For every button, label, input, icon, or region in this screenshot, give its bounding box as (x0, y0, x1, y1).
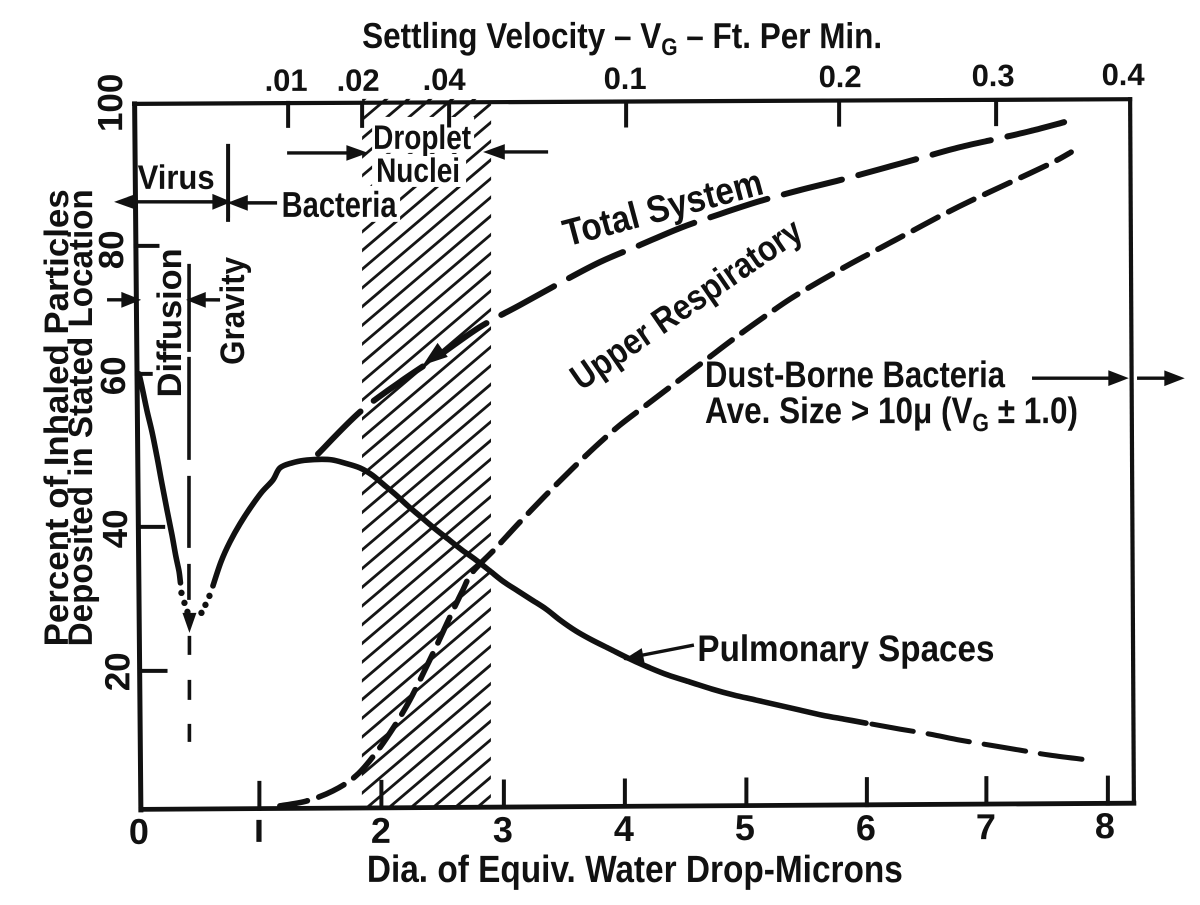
svg-text:0: 0 (129, 811, 149, 852)
svg-text:Gravity: Gravity (214, 257, 252, 365)
svg-text:0.3: 0.3 (972, 58, 1015, 93)
svg-text:Dust-Borne Bacteria: Dust-Borne Bacteria (705, 354, 1005, 395)
svg-text:4: 4 (614, 808, 634, 849)
svg-text:Pulmonary Spaces: Pulmonary Spaces (697, 628, 994, 669)
svg-text:40: 40 (96, 509, 135, 548)
svg-text:80: 80 (92, 230, 131, 269)
svg-text:Virus: Virus (138, 159, 215, 197)
svg-text:Droplet: Droplet (373, 119, 471, 157)
svg-text:8: 8 (1095, 805, 1115, 846)
svg-text:5: 5 (735, 807, 755, 848)
svg-text:Percent of Inhaled Particles: Percent of Inhaled Particles (38, 189, 76, 646)
svg-text:3: 3 (493, 809, 513, 850)
svg-text:.04: .04 (423, 62, 467, 97)
svg-text:Ave. Size > 10μ (VG ± 1.0): Ave. Size > 10μ (VG ± 1.0) (705, 390, 1078, 437)
svg-text:.02: .02 (337, 63, 380, 98)
svg-text:7: 7 (976, 806, 996, 847)
svg-text:Bacteria: Bacteria (282, 184, 398, 225)
svg-text:Nuclei: Nuclei (376, 152, 460, 190)
svg-text:Deposited in Stated Location: Deposited in Stated Location (62, 189, 100, 646)
svg-text:Settling Velocity – VG – Ft. P: Settling Velocity – VG – Ft. Per Min. (362, 15, 882, 61)
svg-text:2: 2 (371, 810, 391, 851)
svg-text:Diffusion: Diffusion (151, 248, 189, 397)
svg-text:6: 6 (856, 807, 876, 848)
svg-text:60: 60 (94, 356, 133, 395)
svg-text:.01: .01 (265, 63, 308, 98)
svg-text:Dia. of Equiv. Water Drop-Micr: Dia. of Equiv. Water Drop-Microns (367, 849, 903, 891)
svg-text:0.4: 0.4 (1102, 57, 1146, 92)
svg-text:0.2: 0.2 (819, 59, 862, 94)
svg-text:20: 20 (98, 652, 137, 691)
svg-text:0.1: 0.1 (604, 61, 647, 96)
svg-text:100: 100 (91, 74, 130, 132)
